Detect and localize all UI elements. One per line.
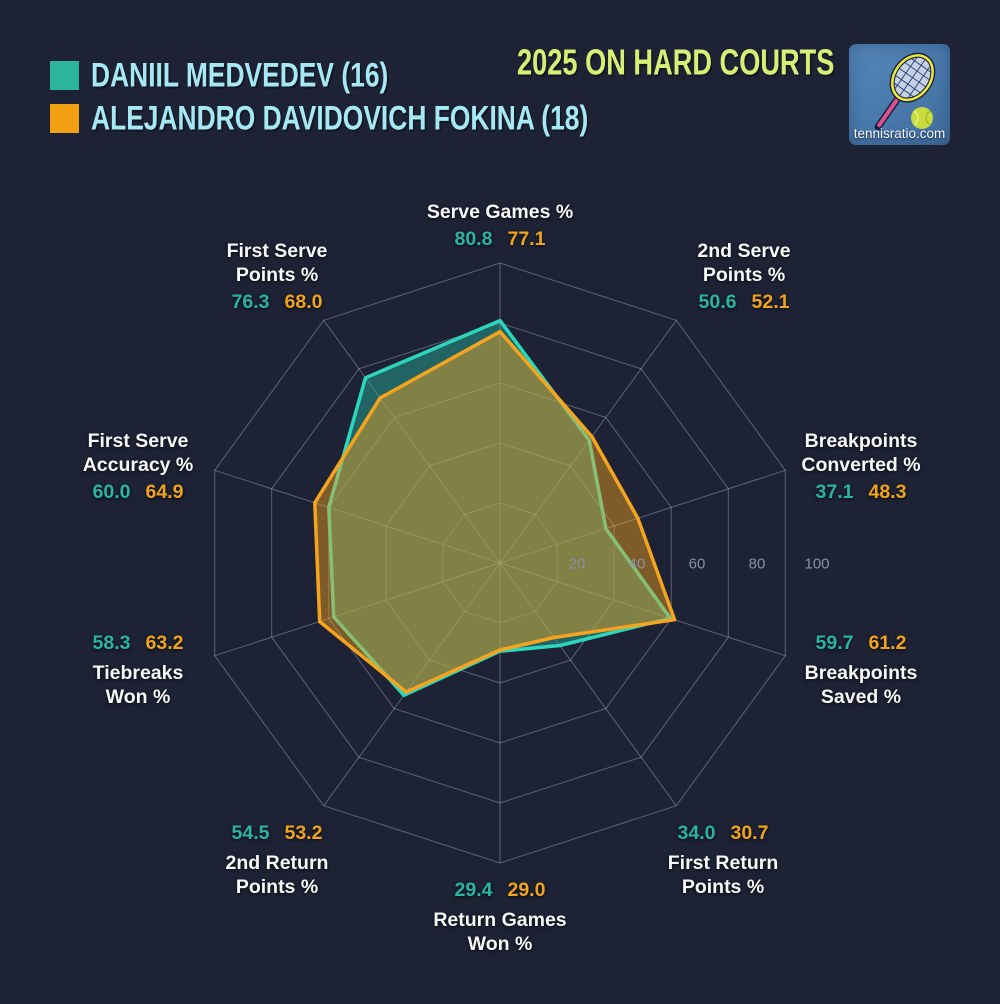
davidovich-value: 77.1 (507, 228, 546, 250)
davidovich-value: 48.3 (868, 481, 907, 503)
grid-spoke (499, 562, 677, 806)
davidovich-value: 52.1 (751, 291, 790, 313)
davidovich-value: 29.0 (507, 879, 546, 901)
medvedev-value: 29.4 (454, 879, 493, 901)
axis-first-return-points: 34.0 30.7 First Return Points % (667, 822, 779, 898)
davidovich-value: 68.0 (284, 291, 323, 313)
davidovich-value: 53.2 (284, 822, 323, 844)
axis-first-serve-accuracy: First Serve Accuracy % 60.0 64.9 (82, 430, 194, 503)
medvedev-color-swatch (50, 60, 79, 90)
grid-ring (214, 262, 786, 864)
legend-label-medvedev: DANIIL MEDVEDEV (16) (91, 55, 389, 94)
axis-serve-games: Serve Games % 80.8 77.1 (426, 201, 574, 250)
grid-spoke (214, 562, 501, 657)
axis-return-games-won: 29.4 29.0 Return Games Won % (433, 879, 567, 955)
medvedev-value: 54.5 (231, 822, 270, 844)
radial-tick-label: 60 (689, 556, 706, 573)
medvedev-value: 59.7 (815, 632, 854, 654)
radial-tick-label: 100 (804, 556, 829, 573)
legend-label-davidovich: ALEJANDRO DAVIDOVICH FOKINA (18) (91, 98, 589, 137)
logo-caption: tennisratio.com (853, 126, 946, 141)
axis-breakpoints-saved: 59.7 61.2 Breakpoints Saved % (804, 632, 918, 708)
davidovich-value: 61.2 (868, 632, 907, 654)
axis-tiebreaks-won: 58.3 63.2 Tiebreaks Won % (92, 632, 184, 708)
grid-spoke (499, 469, 786, 564)
medvedev-value: 34.0 (677, 822, 716, 844)
tennis-ball-icon (911, 107, 933, 129)
grid-ring (271, 322, 729, 804)
series-polygon-1 (313, 329, 677, 694)
medvedev-value: 50.6 (698, 291, 737, 313)
tennis-racket-icon (874, 52, 936, 131)
radial-tick-label: 40 (629, 556, 646, 573)
medvedev-value: 76.3 (231, 291, 270, 313)
axis-2nd-serve-points: 2nd Serve Points % 50.6 52.1 (697, 240, 791, 313)
tennisratio-logo: tennisratio.com (849, 44, 950, 145)
davidovich-value: 63.2 (145, 632, 184, 654)
davidovich-value: 30.7 (730, 822, 769, 844)
davidovich-color-swatch (50, 103, 79, 133)
legend-item-medvedev: DANIIL MEDVEDEV (16) (50, 55, 463, 94)
grid-ring (442, 502, 558, 624)
medvedev-value: 60.0 (92, 481, 131, 503)
radial-tick-label: 80 (749, 556, 766, 573)
grid-ring (385, 442, 615, 684)
axis-first-serve-points: First Serve Points % 76.3 68.0 (226, 240, 328, 313)
legend-item-davidovich: ALEJANDRO DAVIDOVICH FOKINA (18) (50, 98, 713, 137)
grid-spoke (499, 562, 786, 657)
grid-spoke (323, 562, 501, 806)
grid-ring (328, 382, 672, 744)
grid-spoke (323, 320, 501, 564)
medvedev-value: 58.3 (92, 632, 131, 654)
medvedev-value: 37.1 (815, 481, 854, 503)
grid-spoke (214, 469, 501, 564)
davidovich-value: 64.9 (145, 481, 184, 503)
page-title: 2025 ON HARD COURTS (517, 43, 835, 83)
medvedev-value: 80.8 (454, 228, 493, 250)
axis-2nd-return-points: 54.5 53.2 2nd Return Points % (225, 822, 329, 898)
axis-breakpoints-converted: Breakpoints Converted % 37.1 48.3 (801, 430, 921, 503)
radial-tick-label: 20 (569, 556, 586, 573)
